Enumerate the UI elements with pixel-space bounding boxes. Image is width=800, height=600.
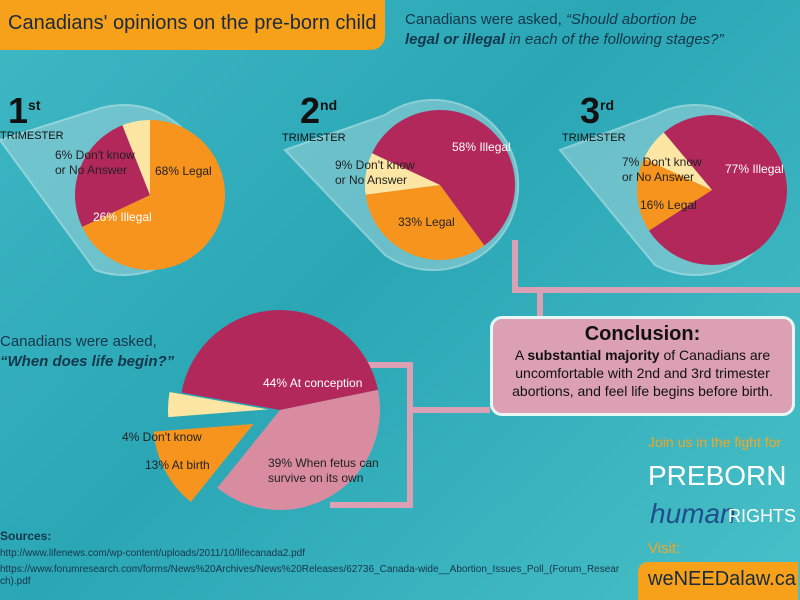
label-4-dontknow: 4% Don't know — [122, 430, 202, 444]
conclusion-box: Conclusion: A substantial majority of Ca… — [490, 316, 795, 416]
pie-1-slice-1 — [82, 120, 226, 270]
pie-3-slice-3 — [643, 132, 712, 190]
label-2-legal: 33% Legal — [398, 215, 455, 229]
trimester-label: TRIMESTER — [562, 132, 626, 144]
connector-line — [330, 362, 413, 508]
pie-3-slice-2 — [637, 158, 712, 231]
pie-4-slice-2 — [217, 389, 380, 510]
question-life: Canadians were asked, “When does life beg… — [0, 333, 175, 370]
source-link[interactable]: http://www.lifenews.com/wp-content/uploa… — [0, 548, 305, 559]
trimester-label: TRIMESTER — [0, 130, 64, 142]
pie-4-slice-4 — [168, 392, 269, 418]
page-title: Canadians' opinions on the pre-born chil… — [0, 0, 385, 50]
rights-logo: RIGHTS — [728, 506, 797, 526]
label-3-legal: 16% Legal — [640, 198, 697, 212]
conclusion-heading: Conclusion: — [584, 323, 701, 345]
join-text: Join us in the fight for — [648, 434, 782, 450]
pie-2-slice-3 — [365, 153, 440, 195]
connector-line — [512, 240, 800, 320]
label-3-illegal: 77% Illegal — [725, 162, 784, 176]
pie-2-slice-2 — [365, 185, 485, 260]
label-1-legal: 68% Legal — [155, 164, 212, 178]
label-1-dontknow: 6% Don't know or No Answer — [55, 148, 135, 177]
pie-3-slice-1 — [648, 114, 787, 265]
pie-1-slice-3 — [122, 120, 150, 195]
trimester-1-number: 1st — [8, 90, 41, 131]
label-4-fetus: 39% When fetus can survive on its own — [268, 456, 379, 485]
pie-1-slice-2 — [74, 125, 150, 227]
conclusion-text: A substantial majority of Canadians are … — [512, 347, 773, 399]
visit-text: Visit: — [648, 540, 681, 557]
human-logo: human — [650, 498, 736, 529]
question-abortion: Canadians were asked, “Should abortion b… — [405, 11, 724, 48]
website-link[interactable]: weNEEDalaw.ca — [638, 562, 798, 600]
preborn-logo: PREBORN — [648, 460, 787, 491]
pie-4-slice-1 — [181, 310, 378, 410]
sources-heading: Sources: — [0, 529, 52, 543]
label-4-birth: 13% At birth — [145, 458, 210, 472]
pie-2-slice-1 — [372, 110, 515, 246]
trimester-2-number: 2nd — [300, 90, 338, 131]
trimester-3-number: 3rd — [580, 90, 615, 131]
label-1-illegal: 26% Illegal — [93, 210, 152, 224]
label-3-dontknow: 7% Don't know or No Answer — [622, 155, 702, 184]
label-2-illegal: 58% Illegal — [452, 140, 511, 154]
source-link[interactable]: https://www.forumresearch.com/forms/News… — [0, 564, 620, 587]
trimester-label: TRIMESTER — [282, 132, 346, 144]
pie-4-slice-3 — [153, 423, 254, 502]
label-2-dontknow: 9% Don't know or No Answer — [335, 158, 415, 187]
label-4-conception: 44% At conception — [263, 376, 363, 390]
